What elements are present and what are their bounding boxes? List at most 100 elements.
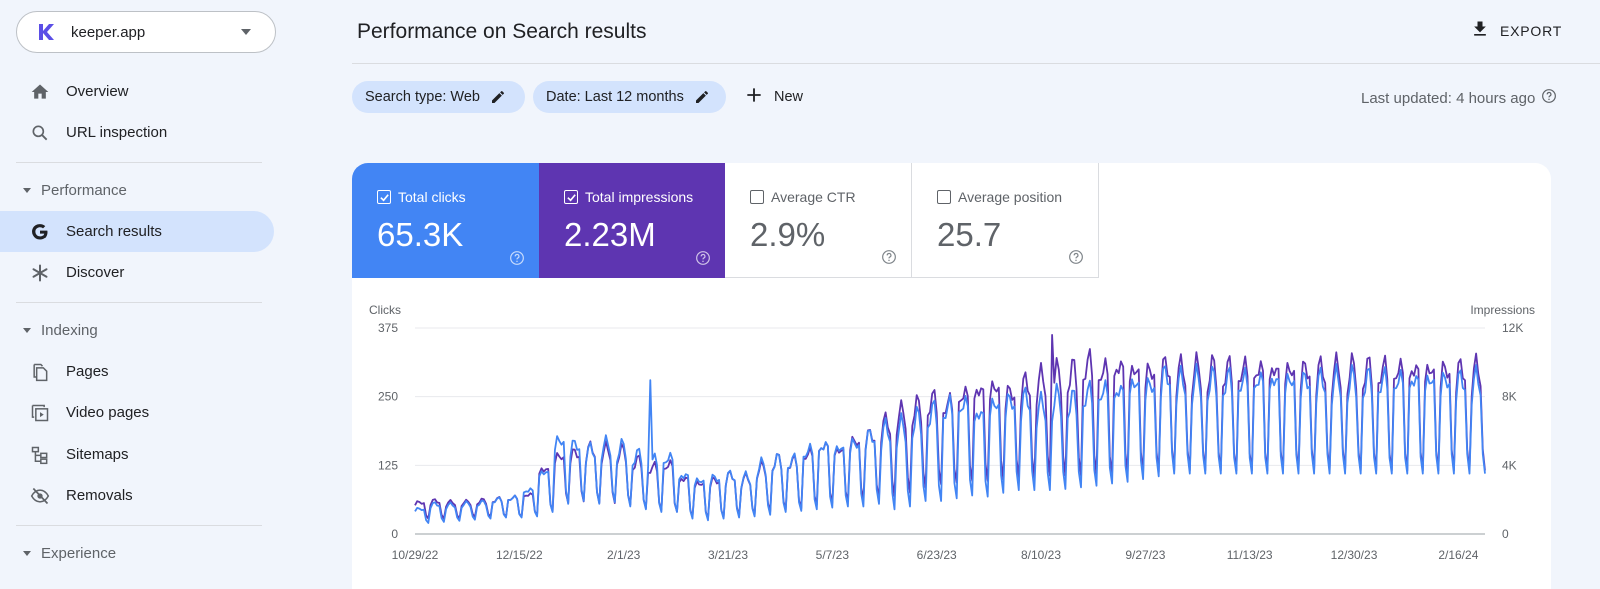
- sitemap-icon: [30, 445, 50, 465]
- sidebar-item-label: Search results: [66, 223, 162, 240]
- section-label: Performance: [41, 181, 127, 199]
- page-title: Performance on Search results: [357, 20, 647, 43]
- help-icon[interactable]: [695, 250, 711, 266]
- x-tick-label: 2/1/23: [607, 548, 641, 562]
- plus-icon: [744, 85, 764, 110]
- filter-chip-date[interactable]: Date: Last 12 months: [533, 81, 726, 113]
- property-name: keeper.app: [71, 23, 146, 41]
- caret-down-icon: [23, 187, 31, 193]
- last-updated-text: Last updated: 4 hours ago: [1361, 89, 1536, 107]
- help-icon[interactable]: [881, 249, 897, 265]
- property-selector[interactable]: keeper.app: [16, 11, 276, 53]
- metric-label-text: Total impressions: [585, 189, 694, 205]
- metric-value: 2.9%: [750, 216, 826, 253]
- sidebar: keeper.app Overview URL inspection Perfo…: [0, 0, 290, 589]
- new-label: New: [774, 89, 804, 105]
- x-tick-label: 9/27/23: [1125, 548, 1165, 562]
- metric-value: 65.3K: [377, 216, 464, 253]
- x-tick-label: 11/13/23: [1227, 548, 1273, 562]
- y-left-tick-label: 375: [378, 321, 398, 335]
- caret-down-icon: [23, 327, 31, 333]
- sidebar-item-label: Video pages: [66, 404, 150, 421]
- metric-value: 25.7: [937, 216, 1002, 253]
- header-divider: [352, 63, 1600, 64]
- google-g-icon: [30, 222, 50, 242]
- performance-chart: Clicks Impressions 0 0 125 4K 250 8K 375 12K 10/…: [352, 293, 1551, 589]
- sidebar-item-overview[interactable]: Overview: [0, 71, 274, 112]
- chip-label: Date: Last 12 months: [546, 89, 684, 105]
- export-button[interactable]: EXPORT: [1470, 18, 1562, 44]
- clicks-line: [414, 362, 1486, 524]
- checkbox-unchecked-icon[interactable]: [750, 190, 764, 204]
- y-right-tick-label: 12K: [1502, 321, 1523, 335]
- sidebar-item-label: Overview: [66, 83, 129, 100]
- y-left-tick-label: 0: [391, 527, 398, 541]
- x-tick-label: 2/16/24: [1438, 548, 1478, 562]
- divider: [16, 525, 262, 526]
- x-tick-label: 12/15/22: [496, 548, 543, 562]
- metric-label: Total clicks: [377, 189, 466, 205]
- metric-label: Average CTR: [750, 189, 856, 205]
- pages-icon: [30, 362, 50, 382]
- section-experience[interactable]: Experience: [0, 536, 274, 570]
- eye-off-icon: [30, 486, 50, 506]
- metric-label-text: Average CTR: [771, 189, 856, 205]
- y-axis-right-title: Impressions: [1470, 303, 1535, 317]
- metric-label-text: Average position: [958, 189, 1063, 205]
- metric-total-impressions[interactable]: Total impressions 2.23M: [539, 163, 725, 278]
- checkbox-checked-icon[interactable]: [377, 190, 391, 204]
- help-icon[interactable]: [509, 250, 525, 266]
- x-tick-label: 10/29/22: [392, 548, 439, 562]
- sidebar-item-video-pages[interactable]: Video pages: [0, 392, 274, 433]
- chip-label: Search type: Web: [365, 89, 480, 105]
- sidebar-item-search-results[interactable]: Search results: [0, 211, 274, 252]
- sidebar-item-label: Pages: [66, 363, 109, 380]
- sidebar-item-label: Sitemaps: [66, 446, 129, 463]
- video-pages-icon: [30, 403, 50, 423]
- help-icon[interactable]: [1068, 249, 1084, 265]
- checkbox-unchecked-icon[interactable]: [937, 190, 951, 204]
- sidebar-item-label: Discover: [66, 264, 125, 281]
- x-tick-label: 5/7/23: [816, 548, 850, 562]
- section-label: Experience: [41, 544, 117, 562]
- metric-value: 2.23M: [564, 216, 656, 253]
- y-right-tick-label: 4K: [1502, 458, 1517, 472]
- metric-average-position[interactable]: Average position 25.7: [912, 163, 1099, 278]
- help-icon[interactable]: [1541, 88, 1557, 108]
- metric-total-clicks[interactable]: Total clicks 65.3K: [352, 163, 539, 278]
- x-tick-label: 8/10/23: [1021, 548, 1061, 562]
- home-icon: [30, 82, 50, 102]
- sidebar-item-sitemaps[interactable]: Sitemaps: [0, 434, 274, 475]
- x-tick-label: 3/21/23: [708, 548, 748, 562]
- new-filter-button[interactable]: New: [744, 81, 803, 113]
- section-indexing[interactable]: Indexing: [0, 313, 274, 347]
- search-icon: [30, 123, 50, 143]
- y-right-tick-label: 8K: [1502, 390, 1517, 404]
- metric-label: Total impressions: [564, 189, 693, 205]
- impressions-line: [414, 334, 1486, 520]
- caret-down-icon: [23, 550, 31, 556]
- sidebar-item-url-inspection[interactable]: URL inspection: [0, 112, 274, 153]
- export-label: EXPORT: [1500, 23, 1563, 39]
- asterisk-icon: [30, 263, 50, 283]
- sidebar-item-discover[interactable]: Discover: [0, 252, 274, 293]
- filter-chip-search-type[interactable]: Search type: Web: [352, 81, 525, 113]
- chart-svg: 0 0 125 4K 250 8K 375 12K 10/29/22 12/15/22 2/1/23…: [378, 321, 1523, 562]
- download-icon: [1470, 18, 1490, 45]
- x-tick-label: 6/23/23: [917, 548, 957, 562]
- divider: [16, 302, 262, 303]
- x-tick-label: 12/30/23: [1331, 548, 1378, 562]
- y-axis-left-title: Clicks: [369, 303, 401, 317]
- last-updated: Last updated: 4 hours ago: [1361, 88, 1557, 108]
- sidebar-item-pages[interactable]: Pages: [0, 351, 274, 392]
- sidebar-item-label: Removals: [66, 487, 133, 504]
- checkbox-checked-icon[interactable]: [564, 190, 578, 204]
- metric-label-text: Total clicks: [398, 189, 466, 205]
- pencil-icon[interactable]: [490, 89, 506, 105]
- section-label: Indexing: [41, 321, 98, 339]
- section-performance[interactable]: Performance: [0, 173, 274, 207]
- metric-average-ctr[interactable]: Average CTR 2.9%: [725, 163, 912, 278]
- pencil-icon[interactable]: [694, 89, 710, 105]
- y-left-tick-label: 125: [378, 458, 398, 472]
- sidebar-item-removals[interactable]: Removals: [0, 475, 274, 516]
